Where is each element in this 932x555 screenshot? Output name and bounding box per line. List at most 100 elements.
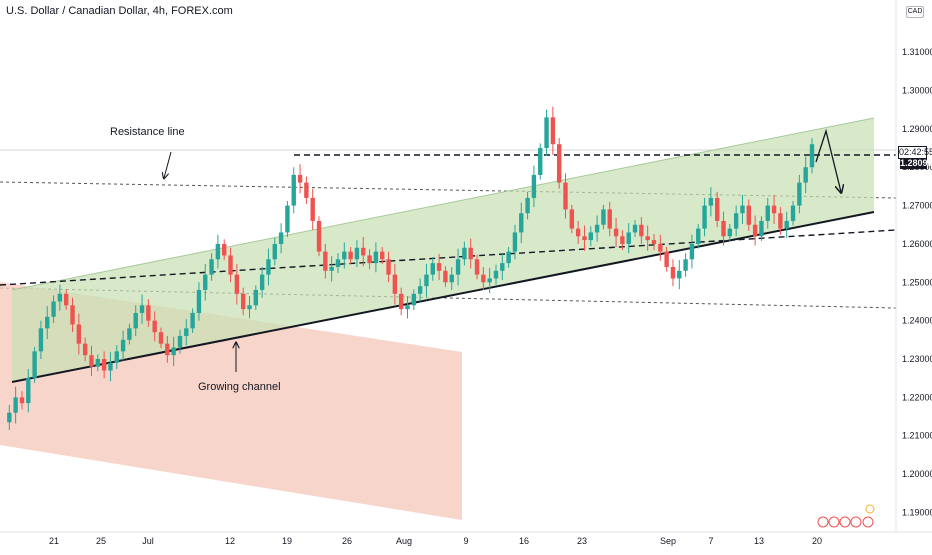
candle-body: [601, 209, 606, 225]
candle-body: [531, 174, 537, 198]
candle-body: [114, 351, 119, 363]
candle-body: [727, 228, 733, 237]
candle-body: [253, 289, 259, 306]
candle-body: [209, 259, 214, 275]
candle-body: [645, 236, 650, 241]
candle-body: [203, 274, 208, 290]
channel-upper-edge: [11, 117, 875, 291]
growing-channel-zone: [12, 118, 874, 382]
candle-body: [171, 347, 176, 356]
x-tick-label: 13: [754, 536, 764, 546]
projection-arrow: [815, 128, 841, 192]
candle-body: [177, 336, 183, 348]
y-tick-label: 1.29000: [902, 124, 932, 134]
candle-body: [139, 305, 145, 313]
candle-body: [310, 197, 315, 221]
candle-body: [474, 259, 480, 275]
y-tick-label: 1.20000: [902, 469, 932, 479]
candle-body: [443, 270, 448, 283]
candle-body: [361, 247, 366, 256]
candle-body: [380, 251, 385, 260]
candle-body: [45, 316, 50, 329]
x-tick-label: 26: [342, 536, 352, 546]
candle-body: [620, 236, 625, 244]
candle-body: [373, 251, 379, 264]
candle-body: [234, 274, 240, 294]
candle-body: [392, 274, 398, 294]
x-tick-label: 7: [708, 536, 713, 546]
candle-body: [500, 263, 505, 271]
candle-body: [51, 301, 56, 317]
candle-body: [57, 293, 63, 302]
candle-body: [367, 255, 372, 264]
candle-body: [550, 117, 556, 145]
chart-title: U.S. Dollar / Canadian Dollar, 4h, FOREX…: [6, 5, 233, 17]
candle-body: [607, 209, 612, 229]
candle-body: [152, 320, 157, 333]
candle-body: [38, 328, 44, 352]
candle-body: [101, 359, 107, 371]
candle-body: [721, 220, 726, 237]
candle-body: [7, 412, 12, 423]
candle-body: [809, 144, 815, 168]
candle-body: [696, 228, 701, 244]
resistance-pointer-arrow: [164, 151, 172, 178]
dotted-support-line: [0, 287, 897, 309]
candle-body: [158, 332, 164, 344]
x-tick-label: 21: [49, 536, 59, 546]
y-tick-label: 1.21000: [902, 431, 932, 441]
candle-body: [196, 289, 202, 313]
x-tick-label: 12: [225, 536, 235, 546]
candle-body: [563, 182, 568, 210]
badge-icon: [839, 516, 851, 528]
candle-body: [259, 274, 265, 290]
candle-body: [405, 305, 410, 310]
candle-body: [120, 339, 126, 352]
candle-body: [222, 243, 227, 256]
candle-body: [323, 251, 328, 271]
candle-body: [247, 305, 252, 310]
candle-body: [335, 259, 341, 267]
candle-body: [19, 397, 25, 404]
x-tick-label: Sep: [660, 536, 676, 546]
candle-body: [13, 397, 18, 413]
x-tick-label: Aug: [396, 536, 412, 546]
currency-label: CAD: [906, 6, 924, 18]
annotation-growing-channel: Growing channel: [198, 381, 281, 393]
candle-body: [689, 243, 695, 260]
candle-body: [519, 213, 524, 233]
x-tick-label: 23: [577, 536, 587, 546]
y-tick-label: 1.30000: [902, 86, 932, 96]
candle-body: [525, 197, 530, 214]
candle-body: [70, 305, 75, 325]
candle-body: [95, 359, 101, 367]
candle-body: [354, 247, 360, 260]
candle-body: [613, 228, 619, 237]
candle-body: [266, 259, 271, 275]
x-tick-label: 16: [519, 536, 529, 546]
candle-body: [316, 220, 322, 252]
x-tick-label: 20: [812, 536, 822, 546]
candle-body: [32, 351, 37, 379]
y-tick-label: 1.25000: [902, 277, 932, 287]
price-axis-background: [896, 0, 932, 550]
candle-body: [26, 378, 31, 404]
y-tick-label: 1.31000: [902, 47, 932, 57]
candle-body: [436, 263, 442, 271]
last-price-tag: 1.28099: [900, 158, 932, 169]
candle-body: [215, 243, 221, 260]
candle-body: [746, 205, 751, 225]
candle-body: [386, 259, 391, 275]
candle-body: [342, 251, 347, 260]
badge-icon: [850, 516, 862, 528]
candle-body: [670, 266, 676, 279]
candle-body: [411, 293, 417, 306]
candle-body: [632, 224, 638, 233]
candle-body: [297, 174, 303, 183]
candle-body: [82, 343, 88, 356]
indicator-badges[interactable]: [817, 504, 875, 528]
candle-body: [765, 205, 770, 221]
candle-body: [417, 286, 423, 294]
